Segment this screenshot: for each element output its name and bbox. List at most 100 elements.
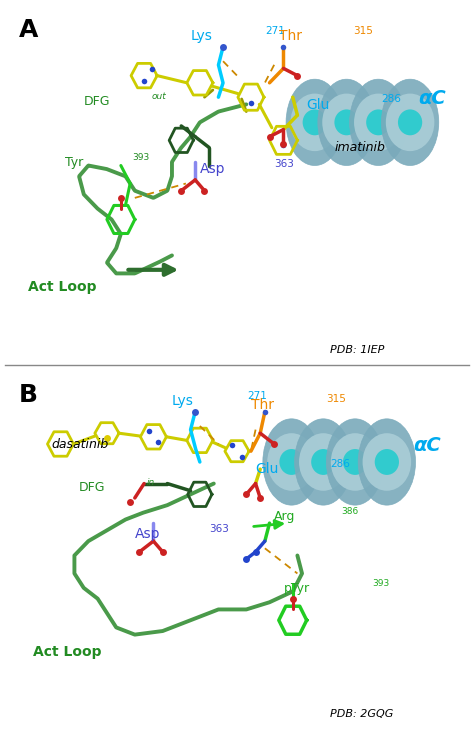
- Ellipse shape: [279, 449, 304, 475]
- Ellipse shape: [245, 165, 354, 258]
- Ellipse shape: [337, 299, 440, 395]
- Ellipse shape: [89, 108, 169, 186]
- Text: PDB: 1IEP: PDB: 1IEP: [330, 344, 384, 355]
- Ellipse shape: [420, 643, 474, 666]
- Ellipse shape: [197, 698, 311, 734]
- Ellipse shape: [254, 517, 296, 552]
- Ellipse shape: [243, 140, 302, 165]
- Ellipse shape: [119, 277, 181, 324]
- Ellipse shape: [0, 683, 178, 734]
- Ellipse shape: [278, 585, 406, 688]
- Ellipse shape: [5, 330, 103, 377]
- Text: 286: 286: [330, 459, 350, 469]
- Ellipse shape: [473, 606, 474, 661]
- Ellipse shape: [438, 492, 474, 628]
- Ellipse shape: [0, 416, 71, 503]
- Ellipse shape: [24, 67, 92, 117]
- Ellipse shape: [0, 663, 70, 734]
- Ellipse shape: [227, 428, 319, 506]
- Ellipse shape: [418, 313, 474, 387]
- Ellipse shape: [311, 449, 336, 475]
- Ellipse shape: [374, 448, 447, 501]
- Ellipse shape: [27, 425, 168, 556]
- Ellipse shape: [0, 186, 38, 230]
- Ellipse shape: [331, 571, 458, 683]
- Ellipse shape: [70, 382, 187, 495]
- Text: Asp: Asp: [135, 527, 160, 541]
- Ellipse shape: [0, 349, 62, 434]
- Ellipse shape: [151, 450, 256, 527]
- Ellipse shape: [134, 410, 177, 443]
- Ellipse shape: [452, 603, 474, 672]
- Ellipse shape: [0, 122, 20, 280]
- Ellipse shape: [428, 261, 474, 396]
- Ellipse shape: [24, 646, 130, 729]
- Ellipse shape: [399, 373, 445, 415]
- Ellipse shape: [0, 462, 16, 518]
- Ellipse shape: [309, 330, 440, 453]
- Ellipse shape: [355, 187, 430, 236]
- Ellipse shape: [350, 79, 407, 166]
- Ellipse shape: [251, 153, 301, 203]
- Ellipse shape: [0, 444, 131, 529]
- Ellipse shape: [229, 453, 263, 501]
- Ellipse shape: [241, 556, 420, 660]
- Ellipse shape: [294, 1, 424, 102]
- Ellipse shape: [94, 558, 131, 596]
- Ellipse shape: [231, 553, 299, 606]
- Ellipse shape: [112, 160, 153, 206]
- Ellipse shape: [417, 231, 465, 284]
- Ellipse shape: [328, 219, 403, 264]
- Ellipse shape: [78, 126, 112, 165]
- Ellipse shape: [172, 387, 311, 501]
- Ellipse shape: [0, 164, 102, 203]
- Ellipse shape: [354, 94, 402, 151]
- Ellipse shape: [363, 256, 387, 281]
- Ellipse shape: [173, 0, 272, 54]
- Ellipse shape: [324, 246, 432, 304]
- Ellipse shape: [0, 181, 76, 256]
- Ellipse shape: [0, 4, 26, 70]
- Ellipse shape: [5, 172, 43, 211]
- Ellipse shape: [321, 0, 472, 48]
- Ellipse shape: [459, 336, 474, 393]
- Ellipse shape: [1, 624, 35, 669]
- Ellipse shape: [419, 690, 474, 734]
- Ellipse shape: [1, 355, 105, 493]
- Ellipse shape: [236, 0, 267, 6]
- Ellipse shape: [224, 0, 289, 47]
- Ellipse shape: [26, 248, 65, 280]
- Text: in: in: [146, 478, 155, 487]
- Ellipse shape: [321, 622, 356, 669]
- Ellipse shape: [233, 291, 287, 337]
- Ellipse shape: [274, 357, 336, 405]
- Ellipse shape: [140, 321, 192, 362]
- Ellipse shape: [389, 537, 450, 590]
- Ellipse shape: [155, 534, 219, 573]
- Ellipse shape: [284, 189, 324, 221]
- Ellipse shape: [417, 310, 474, 409]
- Ellipse shape: [34, 0, 156, 92]
- Ellipse shape: [190, 197, 263, 249]
- Ellipse shape: [313, 154, 409, 258]
- Ellipse shape: [470, 308, 474, 367]
- Ellipse shape: [0, 482, 135, 584]
- Ellipse shape: [246, 358, 394, 432]
- Ellipse shape: [198, 540, 268, 596]
- Ellipse shape: [107, 99, 203, 189]
- Ellipse shape: [168, 0, 249, 15]
- Ellipse shape: [194, 0, 314, 71]
- Ellipse shape: [343, 0, 444, 30]
- Ellipse shape: [461, 173, 474, 239]
- Ellipse shape: [0, 601, 3, 648]
- Ellipse shape: [358, 419, 416, 505]
- Text: αC: αC: [418, 90, 446, 109]
- Ellipse shape: [461, 242, 474, 280]
- Ellipse shape: [13, 261, 168, 381]
- Ellipse shape: [114, 61, 157, 93]
- Ellipse shape: [0, 700, 25, 734]
- Ellipse shape: [334, 289, 382, 334]
- Ellipse shape: [1, 504, 147, 568]
- Ellipse shape: [209, 193, 383, 269]
- Ellipse shape: [398, 109, 422, 135]
